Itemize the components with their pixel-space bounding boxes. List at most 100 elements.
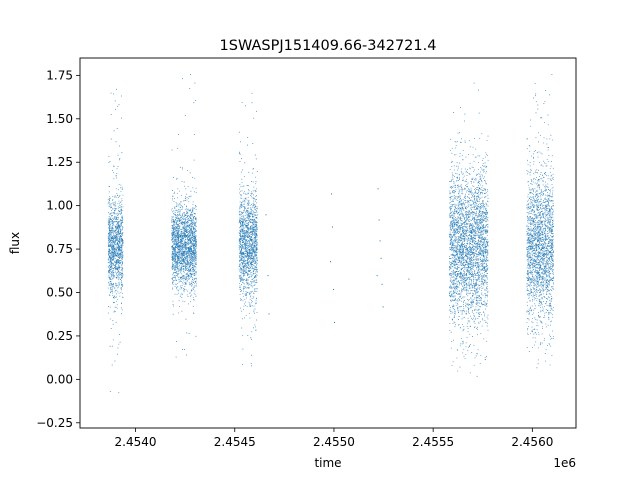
data-point: [191, 249, 192, 251]
data-point: [238, 232, 240, 234]
data-point: [252, 223, 253, 225]
data-point: [251, 230, 253, 232]
data-point: [246, 230, 247, 231]
data-point: [121, 223, 122, 225]
data-point: [117, 203, 119, 205]
data-point: [242, 213, 243, 214]
data-point: [242, 231, 243, 233]
data-point: [191, 238, 192, 240]
data-point: [175, 264, 177, 266]
data-point: [249, 215, 250, 216]
data-point: [191, 212, 193, 214]
data-point: [116, 276, 118, 278]
data-point: [177, 256, 178, 258]
data-point: [115, 203, 116, 205]
data-point: [185, 267, 186, 268]
data-point: [118, 221, 119, 223]
data-point: [178, 265, 180, 267]
data-point: [467, 267, 469, 268]
data-point: [245, 260, 247, 262]
data-point: [178, 256, 180, 258]
data-point: [173, 233, 174, 235]
data-point: [172, 278, 173, 280]
data-point: [254, 288, 256, 290]
data-point: [255, 232, 257, 234]
data-point: [179, 263, 181, 264]
data-point: [251, 253, 253, 254]
data-point: [118, 267, 120, 268]
data-point: [251, 225, 253, 227]
data-point: [249, 253, 251, 254]
data-point: [245, 194, 247, 195]
data-point: [120, 277, 122, 279]
data-point: [485, 209, 486, 211]
data-point: [176, 224, 178, 226]
data-point: [190, 250, 192, 252]
data-point: [177, 197, 178, 199]
data-point: [191, 290, 193, 292]
data-point: [116, 268, 118, 270]
data-point: [180, 270, 182, 272]
data-point: [244, 193, 246, 194]
data-point: [189, 271, 190, 272]
data-point: [241, 218, 242, 220]
data-point: [179, 245, 180, 247]
data-point: [186, 268, 188, 270]
data-point: [239, 256, 240, 258]
data-point: [455, 218, 457, 220]
data-point: [178, 277, 179, 278]
data-point: [109, 268, 110, 270]
data-point: [255, 276, 256, 277]
data-point: [466, 211, 468, 213]
data-point: [176, 218, 177, 219]
data-point: [185, 267, 187, 269]
data-point: [172, 282, 173, 284]
data-point: [186, 257, 188, 259]
data-point: [111, 251, 113, 252]
data-point: [177, 238, 179, 240]
data-point: [110, 281, 112, 282]
data-point: [254, 249, 256, 251]
data-point: [122, 240, 123, 242]
data-point: [112, 202, 114, 204]
data-point: [122, 222, 124, 223]
data-point: [110, 203, 112, 204]
data-point: [182, 259, 184, 260]
data-point: [116, 259, 117, 261]
data-point: [251, 238, 253, 240]
data-point: [190, 245, 192, 247]
data-point: [118, 210, 120, 212]
data-point: [176, 233, 178, 234]
data-point: [246, 262, 248, 264]
data-point: [253, 229, 254, 230]
data-point: [181, 194, 182, 196]
data-point: [116, 258, 118, 260]
data-point: [116, 255, 118, 257]
data-point: [256, 275, 258, 276]
data-point: [179, 244, 181, 246]
data-point: [182, 225, 184, 227]
data-point: [172, 277, 174, 279]
data-point: [180, 228, 181, 230]
data-point: [112, 263, 113, 264]
data-point: [113, 259, 114, 261]
data-point: [249, 253, 251, 255]
data-point: [119, 240, 120, 242]
data-point: [195, 271, 197, 273]
data-point: [253, 242, 255, 243]
data-point: [177, 258, 179, 259]
data-point: [249, 239, 251, 241]
data-point: [254, 238, 256, 239]
data-point: [472, 195, 473, 196]
data-point: [121, 239, 123, 241]
data-point: [116, 307, 118, 309]
data-point: [192, 204, 194, 205]
data-point: [194, 249, 196, 251]
data-point: [239, 227, 240, 229]
data-point: [240, 274, 242, 276]
data-point: [182, 260, 184, 262]
data-point: [184, 230, 186, 232]
data-point: [191, 235, 193, 237]
data-point: [239, 261, 240, 262]
data-point: [252, 247, 254, 248]
